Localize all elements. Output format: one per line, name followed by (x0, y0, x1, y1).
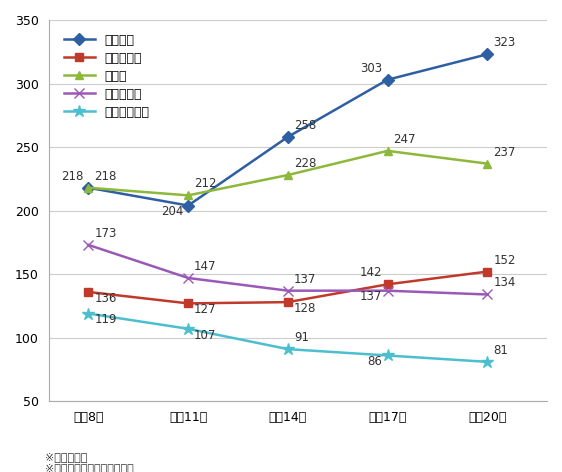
糖尿病 (185, 193, 192, 198)
Text: 247: 247 (393, 133, 416, 146)
Text: 137: 137 (360, 290, 383, 303)
悪性新生物 (384, 281, 391, 287)
悪性新生物 (284, 299, 291, 305)
Text: 119: 119 (94, 313, 117, 326)
Text: 86: 86 (368, 355, 383, 368)
Line: 精神疾患: 精神疾患 (84, 50, 491, 210)
虚血性心疾患 (85, 311, 92, 316)
Text: 128: 128 (294, 302, 316, 315)
Line: 脳血管疾患: 脳血管疾患 (84, 240, 492, 299)
Text: ※出典：患者調査を基に作成: ※出典：患者調査を基に作成 (45, 463, 134, 472)
脳血管疾患 (284, 288, 291, 294)
虚血性心疾患 (185, 326, 192, 332)
Text: 152: 152 (493, 253, 515, 267)
Text: 136: 136 (94, 292, 117, 304)
脳血管疾患 (85, 242, 92, 248)
Line: 糖尿病: 糖尿病 (84, 147, 491, 200)
Text: 142: 142 (360, 266, 383, 279)
脳血管疾患 (484, 292, 491, 297)
虚血性心疾患 (484, 359, 491, 365)
精神疾患 (284, 134, 291, 140)
Text: 147: 147 (194, 260, 216, 273)
Text: 134: 134 (493, 277, 515, 289)
Text: 204: 204 (161, 205, 183, 218)
虚血性心疾患 (284, 346, 291, 352)
Text: 323: 323 (493, 36, 515, 49)
糖尿病 (284, 172, 291, 178)
Text: ※単位：万人: ※単位：万人 (45, 452, 87, 462)
Text: 258: 258 (294, 119, 316, 132)
精神疾患 (85, 185, 92, 191)
悪性新生物 (85, 289, 92, 295)
Text: 218: 218 (61, 169, 84, 183)
糖尿病 (484, 161, 491, 167)
Text: 303: 303 (360, 62, 383, 75)
Text: 212: 212 (194, 177, 216, 190)
Text: 228: 228 (294, 157, 316, 170)
糖尿病 (384, 148, 391, 154)
脳血管疾患 (384, 288, 391, 294)
精神疾患 (484, 51, 491, 57)
Legend: 精神疾患, 悪性新生物, 糖尿病, 脳血管疾患, 虚血性心疾患: 精神疾患, 悪性新生物, 糖尿病, 脳血管疾患, 虚血性心疾患 (60, 30, 153, 123)
Text: 107: 107 (194, 329, 216, 342)
Text: 127: 127 (194, 303, 216, 316)
Text: 237: 237 (493, 145, 515, 159)
Text: 173: 173 (94, 227, 117, 240)
悪性新生物 (185, 301, 192, 306)
Text: 218: 218 (94, 169, 117, 183)
糖尿病 (85, 185, 92, 191)
Text: 91: 91 (294, 331, 309, 344)
Text: 81: 81 (493, 344, 508, 357)
Line: 虚血性心疾患: 虚血性心疾患 (82, 307, 493, 368)
脳血管疾患 (185, 275, 192, 281)
Line: 悪性新生物: 悪性新生物 (84, 268, 491, 308)
精神疾患 (384, 77, 391, 83)
精神疾患 (185, 202, 192, 208)
Text: 137: 137 (294, 273, 316, 286)
虚血性心疾患 (384, 353, 391, 358)
悪性新生物 (484, 269, 491, 274)
